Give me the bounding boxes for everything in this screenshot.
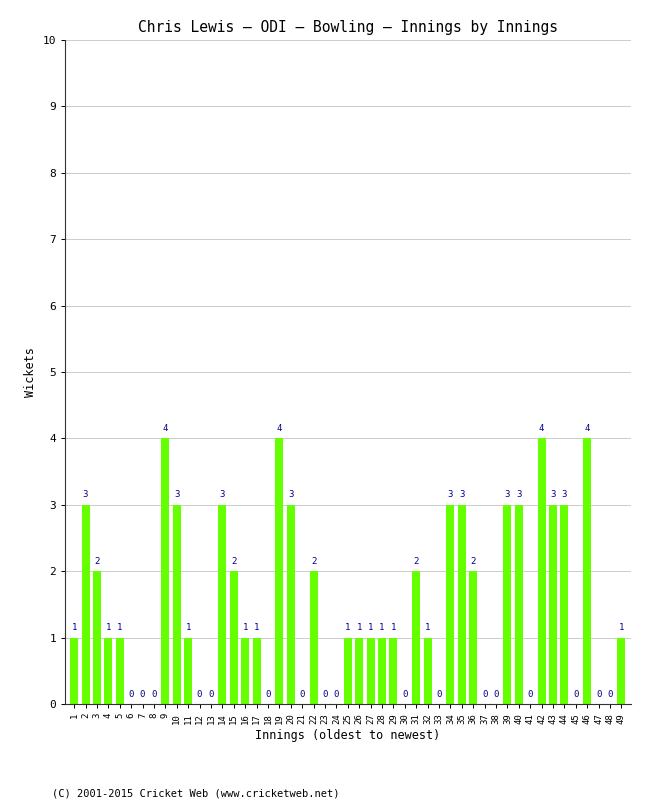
Text: 3: 3 xyxy=(174,490,179,499)
Text: 2: 2 xyxy=(311,557,317,566)
Text: 0: 0 xyxy=(482,690,488,698)
Text: 0: 0 xyxy=(596,690,601,698)
Bar xyxy=(618,638,625,704)
Text: 2: 2 xyxy=(413,557,419,566)
Bar xyxy=(538,438,545,704)
Text: 0: 0 xyxy=(607,690,613,698)
Bar xyxy=(161,438,169,704)
Bar xyxy=(253,638,261,704)
Text: 1: 1 xyxy=(242,623,248,632)
Text: 3: 3 xyxy=(459,490,465,499)
Bar xyxy=(583,438,591,704)
Bar xyxy=(184,638,192,704)
Text: 2: 2 xyxy=(94,557,99,566)
Bar xyxy=(447,505,454,704)
Bar xyxy=(355,638,363,704)
Bar xyxy=(287,505,294,704)
Text: 1: 1 xyxy=(72,623,77,632)
Text: 1: 1 xyxy=(368,623,373,632)
Text: 1: 1 xyxy=(185,623,191,632)
Bar xyxy=(116,638,124,704)
Text: 4: 4 xyxy=(584,424,590,433)
Bar xyxy=(469,571,477,704)
Text: 0: 0 xyxy=(151,690,157,698)
Bar xyxy=(367,638,374,704)
Bar xyxy=(105,638,112,704)
Text: 0: 0 xyxy=(197,690,202,698)
Bar xyxy=(412,571,420,704)
Text: 3: 3 xyxy=(448,490,453,499)
Text: 0: 0 xyxy=(300,690,305,698)
Bar xyxy=(229,571,238,704)
Bar xyxy=(560,505,568,704)
Text: 1: 1 xyxy=(345,623,350,632)
Text: 0: 0 xyxy=(208,690,214,698)
Text: 0: 0 xyxy=(436,690,441,698)
Bar xyxy=(549,505,557,704)
Bar xyxy=(378,638,386,704)
Text: 4: 4 xyxy=(277,424,282,433)
Text: 0: 0 xyxy=(493,690,499,698)
Text: 4: 4 xyxy=(162,424,168,433)
Bar xyxy=(515,505,523,704)
Text: 0: 0 xyxy=(322,690,328,698)
Bar xyxy=(93,571,101,704)
Bar xyxy=(458,505,466,704)
Text: 1: 1 xyxy=(391,623,396,632)
Bar xyxy=(218,505,226,704)
Bar xyxy=(241,638,249,704)
Bar xyxy=(173,505,181,704)
Text: 1: 1 xyxy=(356,623,362,632)
Bar xyxy=(344,638,352,704)
X-axis label: Innings (oldest to newest): Innings (oldest to newest) xyxy=(255,730,441,742)
Text: 3: 3 xyxy=(288,490,293,499)
Text: 2: 2 xyxy=(471,557,476,566)
Text: 3: 3 xyxy=(220,490,225,499)
Text: 3: 3 xyxy=(516,490,521,499)
Text: 1: 1 xyxy=(106,623,111,632)
Bar xyxy=(70,638,78,704)
Text: 3: 3 xyxy=(562,490,567,499)
Bar xyxy=(424,638,432,704)
Text: 0: 0 xyxy=(402,690,408,698)
Text: 1: 1 xyxy=(425,623,430,632)
Text: 3: 3 xyxy=(551,490,556,499)
Text: 1: 1 xyxy=(117,623,122,632)
Bar xyxy=(389,638,397,704)
Text: 0: 0 xyxy=(333,690,339,698)
Text: 1: 1 xyxy=(254,623,259,632)
Bar xyxy=(503,505,512,704)
Text: 2: 2 xyxy=(231,557,237,566)
Text: 0: 0 xyxy=(140,690,145,698)
Title: Chris Lewis – ODI – Bowling – Innings by Innings: Chris Lewis – ODI – Bowling – Innings by… xyxy=(138,20,558,34)
Bar xyxy=(276,438,283,704)
Text: 1: 1 xyxy=(619,623,624,632)
Text: 4: 4 xyxy=(539,424,544,433)
Text: 1: 1 xyxy=(379,623,385,632)
Text: 0: 0 xyxy=(129,690,134,698)
Text: 3: 3 xyxy=(83,490,88,499)
Bar xyxy=(309,571,318,704)
Text: 3: 3 xyxy=(504,490,510,499)
Text: 0: 0 xyxy=(528,690,533,698)
Text: 0: 0 xyxy=(573,690,578,698)
Text: 0: 0 xyxy=(265,690,270,698)
Y-axis label: Wickets: Wickets xyxy=(24,347,37,397)
Text: (C) 2001-2015 Cricket Web (www.cricketweb.net): (C) 2001-2015 Cricket Web (www.cricketwe… xyxy=(52,788,339,798)
Bar xyxy=(81,505,90,704)
